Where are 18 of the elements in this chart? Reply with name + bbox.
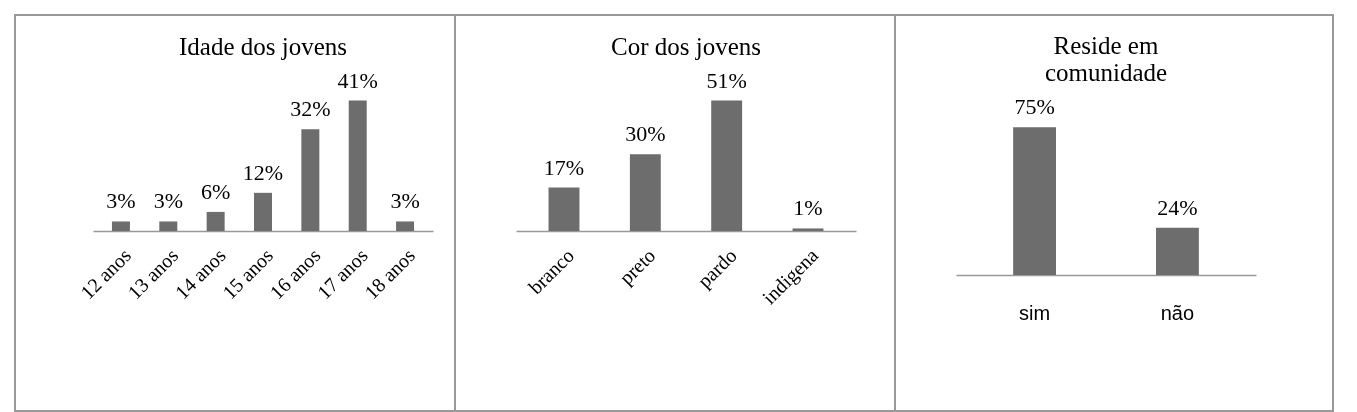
data-label: 6% [200,178,231,204]
data-label: 17% [543,154,585,180]
chart-title: Cor dos jovens [611,32,761,60]
data-label: 24% [1157,194,1198,220]
data-label: 1% [793,195,823,221]
data-label: 12% [242,159,284,185]
x-tick-label: não [1160,301,1195,324]
data-label: 51% [706,67,747,93]
data-label: 3% [153,188,183,214]
chart-title: Idade dos jovens [178,32,348,60]
data-label: 3% [390,188,420,214]
chart-title: Reside em comunidade [1044,32,1168,87]
data-label: 32% [290,96,331,122]
data-label: 75% [1014,94,1055,120]
data-label: 3% [106,188,136,214]
data-label: 41% [337,67,378,93]
x-tick-label: sim [1019,301,1051,324]
data-label: 30% [625,121,666,147]
